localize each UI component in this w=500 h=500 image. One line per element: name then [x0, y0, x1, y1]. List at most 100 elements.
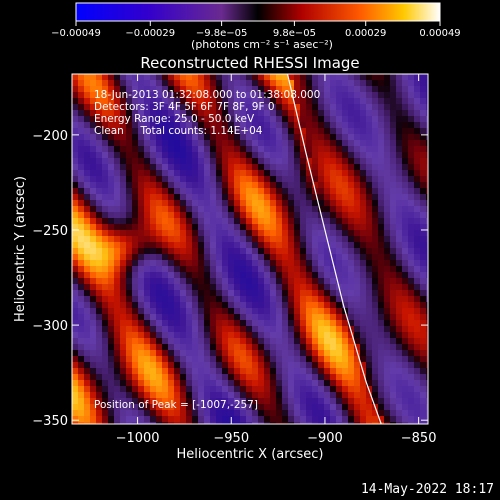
heatmap-cell [318, 260, 324, 266]
heatmap-cell [72, 248, 78, 254]
heatmap-cell [222, 128, 228, 134]
heatmap-cell [270, 92, 276, 98]
heatmap-cell [204, 368, 210, 374]
heatmap-cell [102, 386, 108, 392]
heatmap-cell [246, 146, 252, 152]
heatmap-cell [390, 326, 396, 332]
heatmap-cell [276, 266, 282, 272]
heatmap-cell [240, 344, 246, 350]
heatmap-cell [312, 146, 318, 152]
heatmap-cell [294, 158, 300, 164]
heatmap-cell [198, 86, 204, 92]
heatmap-cell [324, 224, 330, 230]
heatmap-cell [150, 116, 156, 122]
heatmap-cell [144, 188, 150, 194]
heatmap-cell [408, 422, 414, 424]
heatmap-cell [102, 410, 108, 416]
heatmap-cell [342, 182, 348, 188]
heatmap-cell [186, 218, 192, 224]
heatmap-cell [144, 380, 150, 386]
heatmap-cell [138, 218, 144, 224]
heatmap-cell [270, 374, 276, 380]
heatmap-cell [294, 74, 300, 80]
heatmap-cell [264, 86, 270, 92]
heatmap-cell [144, 374, 150, 380]
heatmap-cell [402, 314, 408, 320]
heatmap-cell [210, 140, 216, 146]
heatmap-cell [150, 122, 156, 128]
heatmap-cell [126, 242, 132, 248]
heatmap-cell [270, 422, 276, 424]
heatmap-cell [90, 212, 96, 218]
heatmap-cell [402, 356, 408, 362]
heatmap-cell [78, 182, 84, 188]
heatmap-cell [168, 356, 174, 362]
heatmap-cell [378, 122, 384, 128]
heatmap-cell [186, 302, 192, 308]
heatmap-cell [186, 200, 192, 206]
heatmap-cell [414, 278, 420, 284]
heatmap-cell [192, 254, 198, 260]
heatmap-cell [96, 296, 102, 302]
heatmap-cell [72, 290, 78, 296]
heatmap-cell [324, 116, 330, 122]
heatmap-cell [210, 356, 216, 362]
heatmap-cell [162, 218, 168, 224]
heatmap-cell [78, 284, 84, 290]
heatmap-cell [156, 116, 162, 122]
heatmap-cell [258, 86, 264, 92]
heatmap-cell [378, 320, 384, 326]
y-tick-label: −350 [32, 414, 68, 429]
heatmap-cell [270, 134, 276, 140]
heatmap-cell [396, 188, 402, 194]
heatmap-cell [252, 116, 258, 122]
heatmap-cell [156, 248, 162, 254]
heatmap-cell [282, 212, 288, 218]
heatmap-cell [144, 260, 150, 266]
heatmap-cell [168, 200, 174, 206]
heatmap-cell [366, 134, 372, 140]
heatmap-cell [186, 380, 192, 386]
x-tick-label: −950 [213, 431, 249, 446]
heatmap-cell [264, 308, 270, 314]
heatmap-cell [342, 206, 348, 212]
heatmap-cell [138, 410, 144, 416]
heatmap-cell [204, 236, 210, 242]
heatmap-cell [324, 278, 330, 284]
heatmap-cell [198, 176, 204, 182]
heatmap-cell [372, 230, 378, 236]
heatmap-cell [426, 338, 428, 344]
heatmap-cell [408, 410, 414, 416]
heatmap-cell [246, 416, 252, 422]
heatmap-cell [120, 206, 126, 212]
heatmap-cell [252, 320, 258, 326]
heatmap-cell [228, 152, 234, 158]
heatmap-cell [324, 146, 330, 152]
heatmap-cell [126, 128, 132, 134]
heatmap-cell [420, 146, 426, 152]
heatmap-cell [102, 350, 108, 356]
heatmap-cell [306, 386, 312, 392]
heatmap-cell [366, 380, 372, 386]
heatmap-cell [336, 344, 342, 350]
heatmap-cell [72, 284, 78, 290]
heatmap-cell [162, 356, 168, 362]
heatmap-cell [414, 422, 420, 424]
heatmap-cell [360, 392, 366, 398]
heatmap-cell [108, 356, 114, 362]
heatmap-cell [372, 272, 378, 278]
heatmap-cell [420, 386, 426, 392]
heatmap-cell [252, 188, 258, 194]
heatmap-cell [114, 260, 120, 266]
heatmap-cell [78, 386, 84, 392]
heatmap-cell [420, 110, 426, 116]
heatmap-cell [396, 170, 402, 176]
heatmap-cell [396, 368, 402, 374]
heatmap-cell [204, 188, 210, 194]
heatmap-cell [384, 272, 390, 278]
heatmap-cell [156, 410, 162, 416]
heatmap-cell [306, 248, 312, 254]
heatmap-cell [420, 134, 426, 140]
heatmap-cell [354, 266, 360, 272]
heatmap-cell [138, 344, 144, 350]
